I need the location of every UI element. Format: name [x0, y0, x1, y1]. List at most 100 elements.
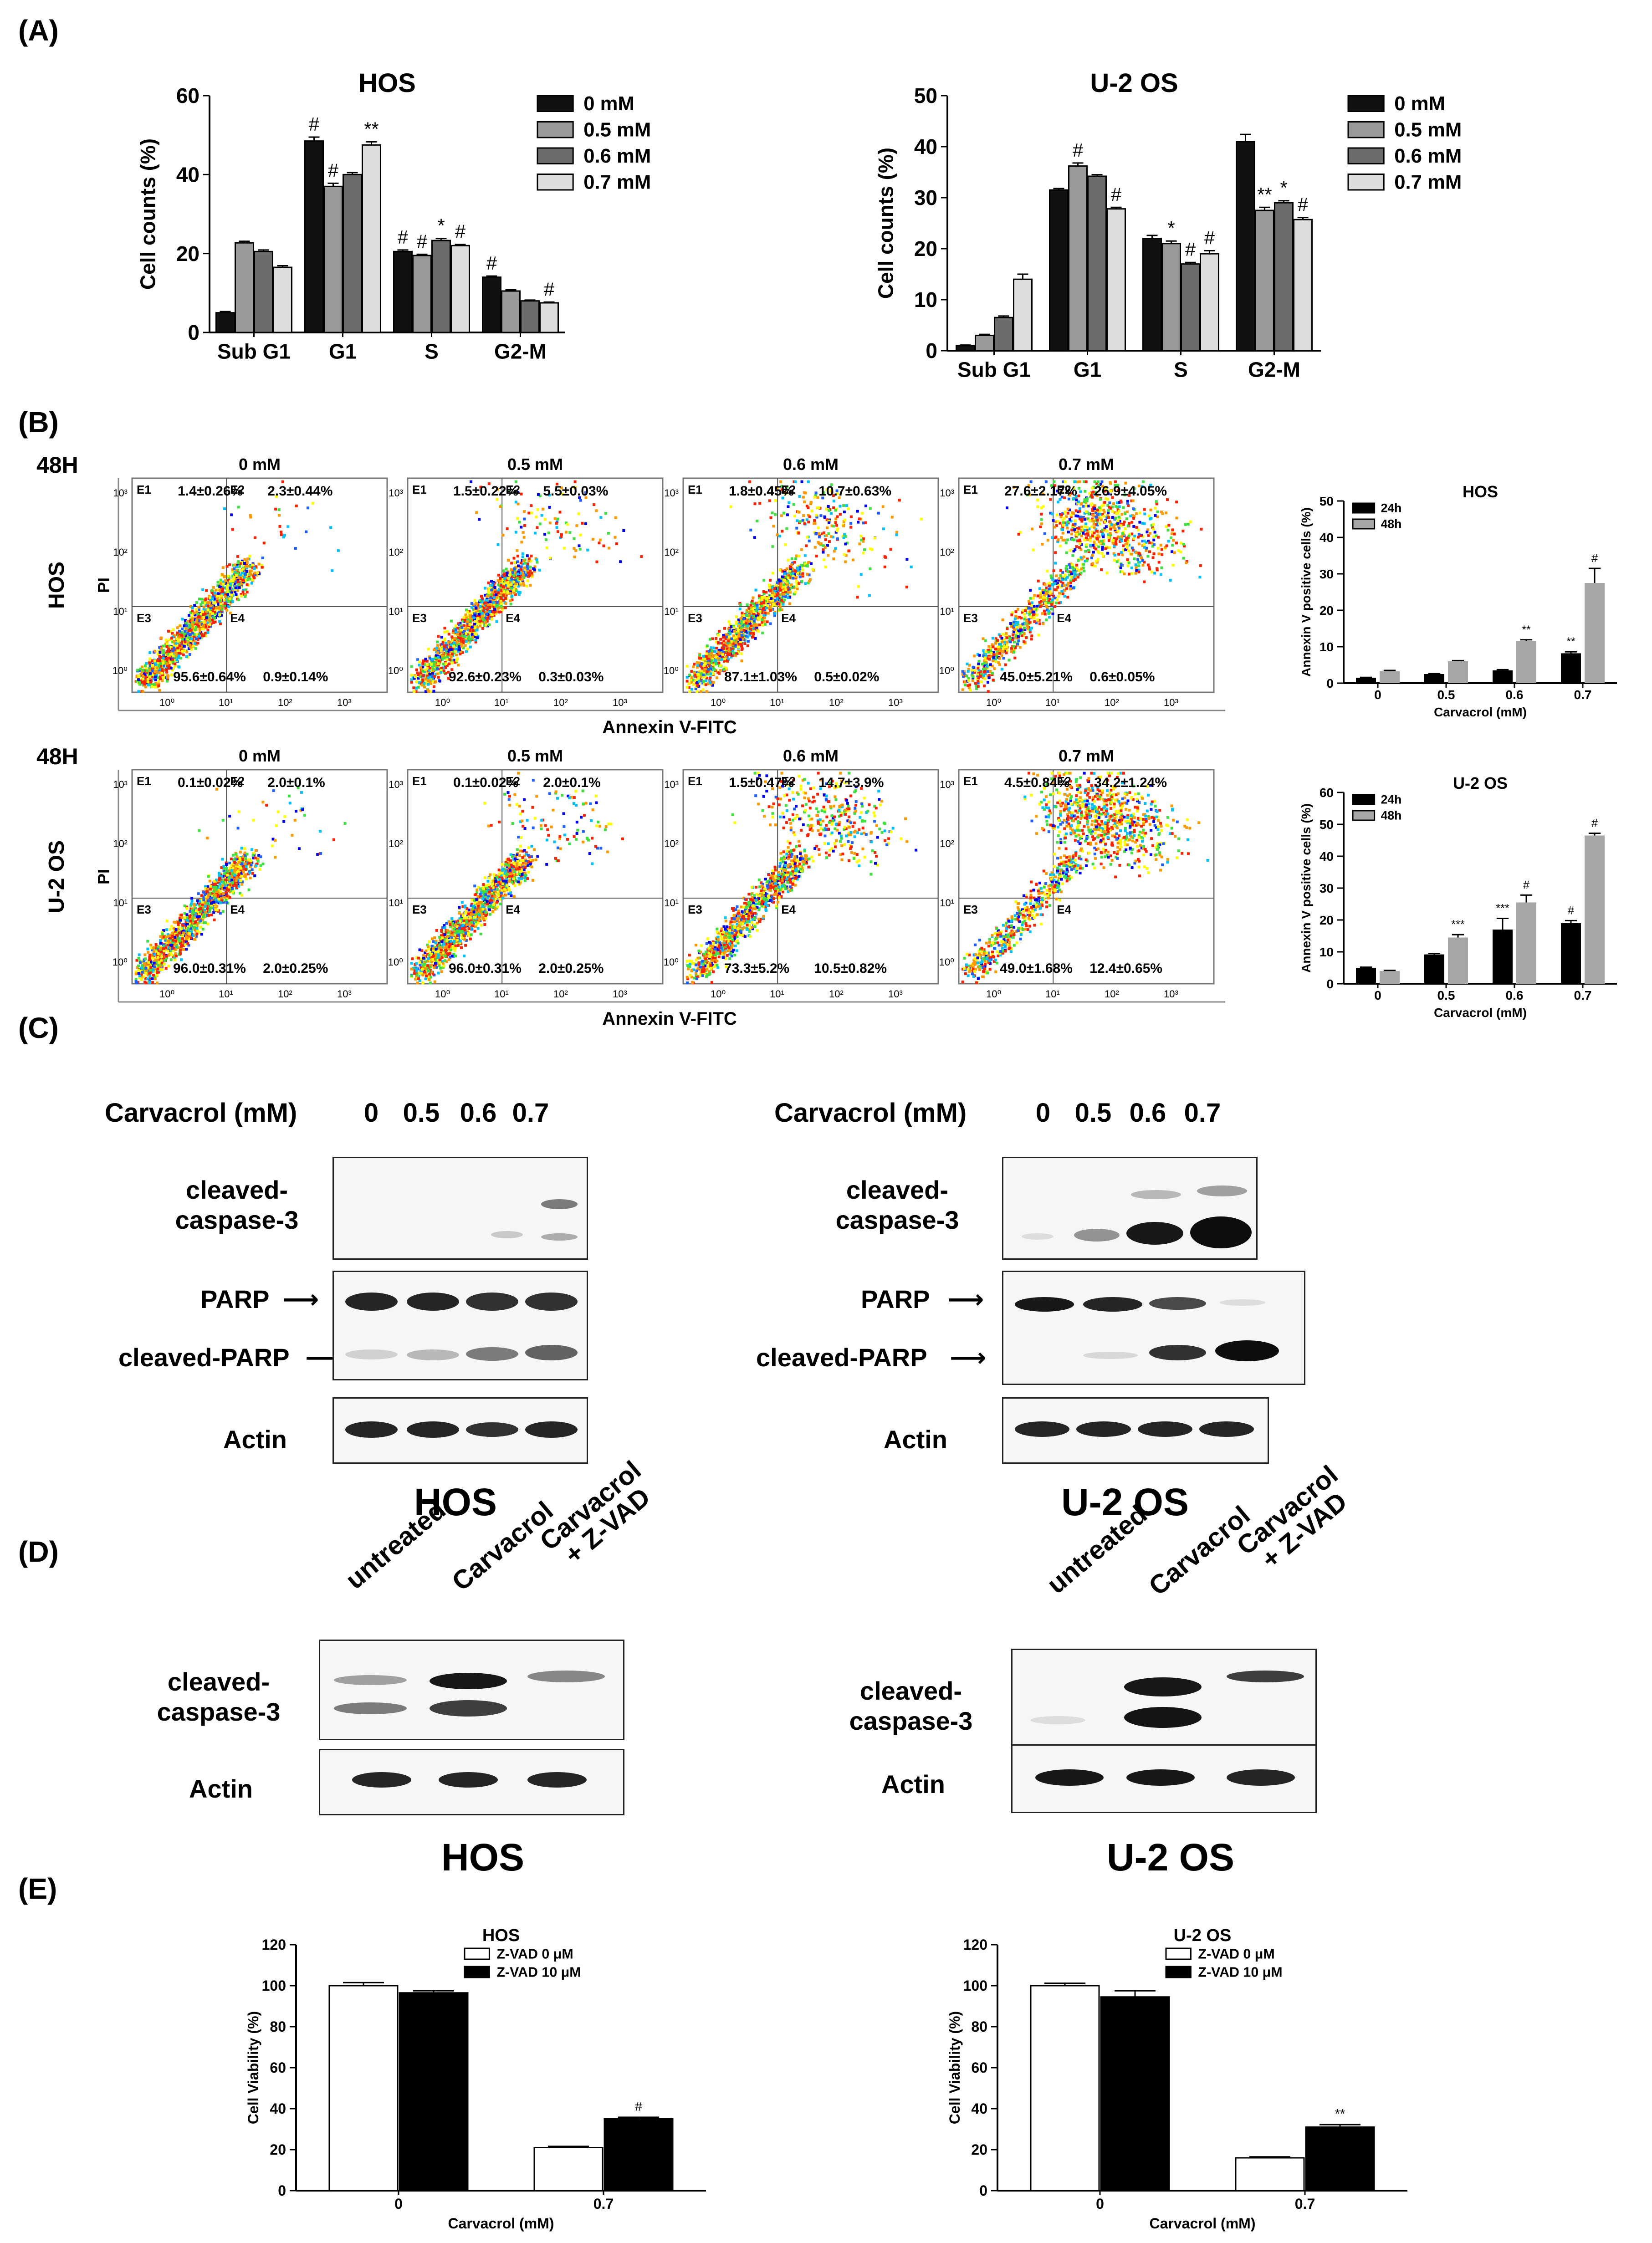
event-dot: [488, 617, 491, 620]
event-dot: [182, 653, 185, 656]
event-dot: [189, 618, 192, 621]
event-dot: [161, 668, 164, 671]
event-dot: [223, 575, 226, 578]
event-dot: [245, 591, 249, 594]
event-dot: [169, 661, 172, 664]
event-dot: [1050, 577, 1053, 580]
event-dot: [161, 644, 164, 648]
event-dot: [175, 654, 179, 658]
event-dot: [469, 629, 472, 632]
event-dot: [701, 658, 704, 661]
event-dot: [593, 503, 596, 506]
event-dot: [143, 673, 146, 676]
event-dot: [1112, 552, 1115, 555]
event-dot: [520, 573, 523, 577]
event-dot: [243, 558, 246, 561]
event-dot: [1116, 519, 1120, 522]
event-dot: [723, 660, 726, 663]
event-dot: [500, 589, 503, 592]
event-dot: [513, 592, 516, 595]
event-dot: [1171, 544, 1174, 547]
event-dot: [440, 647, 443, 650]
event-dot: [468, 612, 471, 615]
event-dot: [158, 668, 161, 671]
event-dot: [442, 644, 445, 647]
event-dot: [783, 585, 786, 588]
event-dot: [1083, 501, 1086, 504]
event-dot: [967, 684, 970, 687]
event-dot: [825, 508, 828, 511]
event-dot: [417, 686, 420, 689]
bar: [539, 302, 559, 333]
event-dot: [819, 514, 823, 517]
event-dot: [450, 619, 453, 623]
event-dot: [1100, 518, 1103, 521]
event-dot: [501, 578, 504, 581]
event-dot: [1041, 588, 1044, 592]
event-dot: [707, 660, 710, 663]
event-dot: [248, 555, 251, 558]
event-dot: [247, 577, 251, 580]
event-dot: [177, 656, 180, 659]
event-dot: [513, 567, 516, 570]
event-dot: [735, 620, 738, 623]
event-dot: [443, 656, 446, 659]
event-dot: [196, 613, 199, 616]
event-dot: [307, 506, 310, 510]
event-dot: [473, 629, 476, 633]
event-dot: [584, 496, 588, 499]
event-dot: [813, 522, 816, 525]
event-dot: [1106, 498, 1110, 501]
x-tick-label: 10¹: [494, 697, 509, 708]
event-dot: [548, 557, 552, 560]
event-dot: [832, 557, 835, 561]
y-tick-label: 10³: [664, 487, 679, 499]
event-dot: [726, 638, 730, 641]
event-dot: [703, 658, 706, 661]
event-dot: [138, 669, 142, 672]
event-dot: [216, 597, 219, 600]
event-dot: [721, 656, 724, 659]
event-dot: [230, 593, 233, 597]
event-dot: [1107, 534, 1110, 537]
event-dot: [240, 569, 243, 572]
event-dot: [475, 602, 478, 605]
event-dot: [713, 659, 716, 662]
event-dot: [190, 635, 193, 639]
event-dot: [444, 672, 447, 675]
event-dot: [1079, 507, 1082, 510]
event-dot: [468, 610, 471, 613]
event-dot: [790, 583, 793, 587]
event-dot: [481, 603, 484, 606]
event-dot: [479, 613, 482, 616]
event-dot: [162, 657, 165, 660]
event-dot: [448, 662, 451, 665]
event-dot: [185, 655, 188, 658]
event-dot: [153, 670, 157, 673]
event-dot: [443, 646, 446, 649]
event-dot: [1018, 646, 1022, 649]
event-dot: [483, 624, 486, 627]
event-dot: [778, 579, 782, 582]
event-dot: [141, 674, 144, 678]
event-dot: [466, 633, 469, 636]
event-dot: [1035, 621, 1038, 624]
event-dot: [711, 637, 714, 640]
event-dot: [179, 624, 182, 628]
event-dot: [752, 619, 756, 623]
event-dot: [1031, 615, 1034, 618]
event-dot: [555, 526, 558, 529]
event-dot: [805, 518, 808, 521]
event-dot: [859, 535, 863, 538]
event-dot: [456, 657, 459, 660]
legend-label: 0.5 mM: [583, 119, 651, 141]
event-dot: [529, 584, 532, 587]
event-dot: [721, 636, 725, 639]
y-tick-label: 20: [176, 242, 199, 266]
event-dot: [1114, 505, 1117, 508]
event-dot: [1141, 540, 1144, 543]
event-dot: [843, 533, 846, 536]
event-dot: [1095, 527, 1098, 531]
event-dot: [475, 607, 478, 610]
